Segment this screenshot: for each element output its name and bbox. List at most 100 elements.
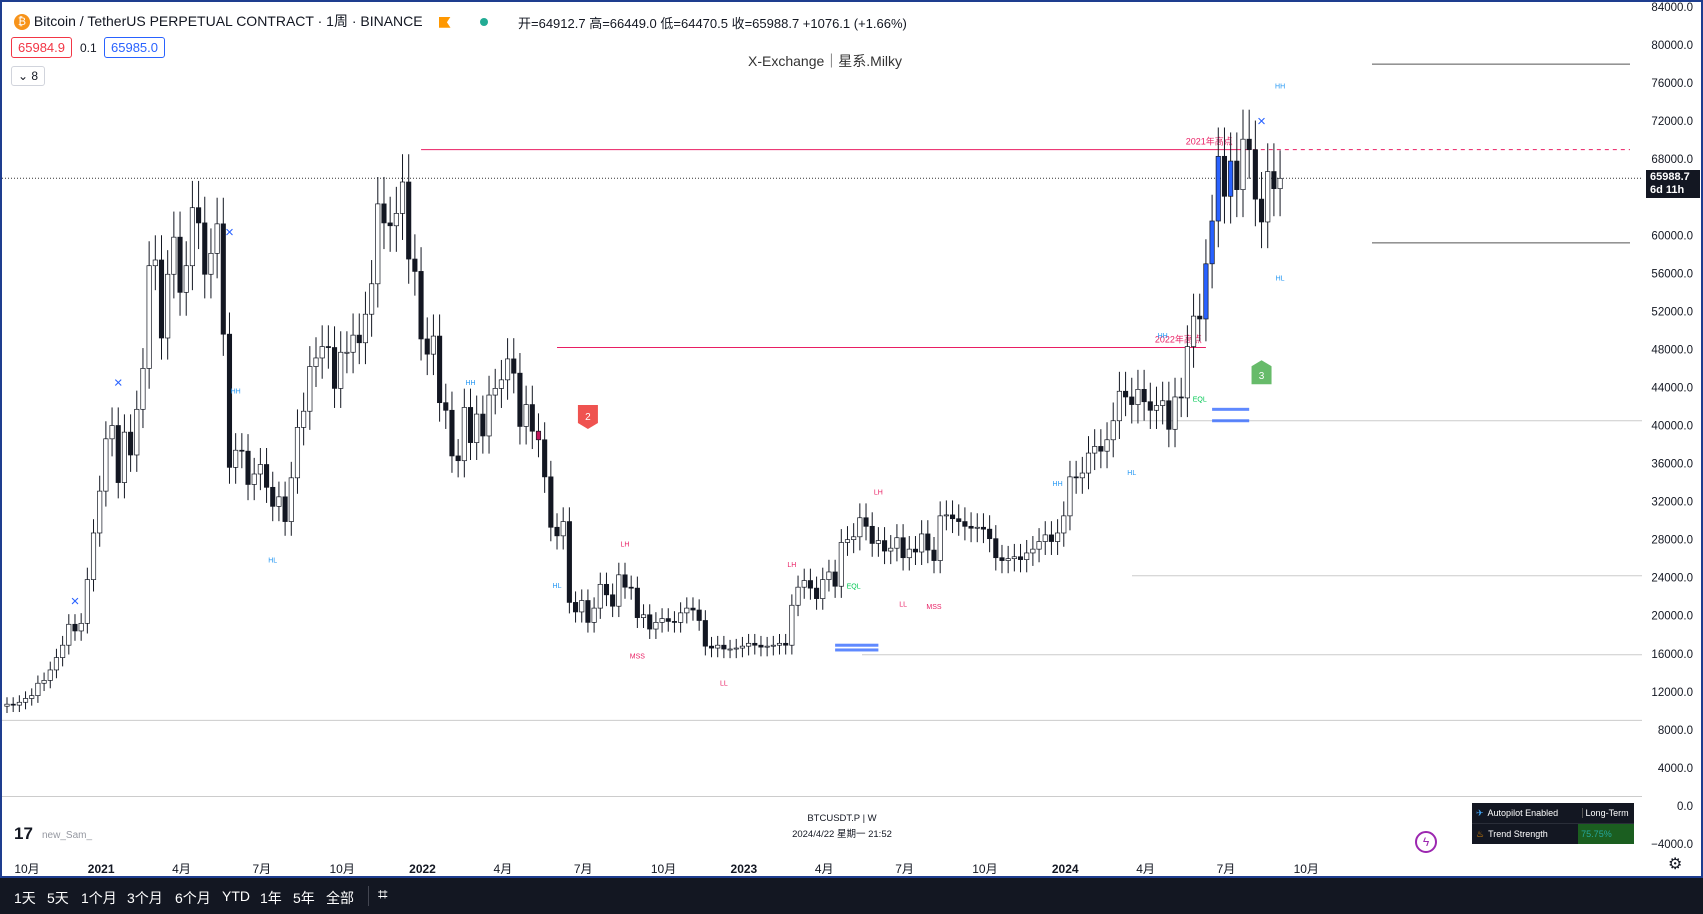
candle-body[interactable]: [838, 542, 844, 587]
candle-body[interactable]: [721, 644, 727, 650]
candle-body[interactable]: [16, 701, 22, 706]
candle-body[interactable]: [1123, 390, 1129, 398]
candle-body[interactable]: [1048, 534, 1054, 542]
candle-body[interactable]: [591, 607, 597, 623]
candle-body[interactable]: [579, 600, 585, 613]
candle-body[interactable]: [381, 203, 387, 224]
candle-body[interactable]: [331, 347, 338, 389]
candle-body[interactable]: [239, 449, 245, 452]
candle-body[interactable]: [66, 623, 72, 646]
candle-body[interactable]: [356, 334, 362, 344]
candle-body[interactable]: [523, 404, 529, 427]
candle-body[interactable]: [980, 526, 986, 530]
candle-body[interactable]: [597, 583, 603, 609]
indicator-toggle-button[interactable]: ⌄ 8: [11, 66, 46, 86]
candle-body[interactable]: [1240, 138, 1246, 190]
candle-body[interactable]: [1141, 389, 1147, 403]
candle-body[interactable]: [140, 368, 146, 410]
candle-body[interactable]: [220, 223, 226, 335]
candle-body[interactable]: [807, 580, 813, 589]
candle-body[interactable]: [715, 644, 721, 649]
candle-body[interactable]: [1277, 177, 1283, 190]
candle-body[interactable]: [511, 358, 517, 374]
candle-body[interactable]: [1135, 389, 1141, 405]
candle-body[interactable]: [505, 358, 511, 381]
candle-body[interactable]: [851, 536, 857, 540]
candle-body[interactable]: [177, 236, 183, 293]
candle-body[interactable]: [109, 425, 115, 440]
candle-body[interactable]: [202, 222, 208, 275]
candle-body[interactable]: [115, 425, 121, 483]
flag-icon[interactable]: [438, 16, 451, 28]
candle-body[interactable]: [974, 526, 980, 529]
candle-body[interactable]: [393, 213, 399, 227]
candle-body[interactable]: [1271, 171, 1277, 190]
candle-body[interactable]: [610, 594, 616, 607]
candle-body[interactable]: [1215, 155, 1221, 222]
candle-body[interactable]: [987, 528, 993, 540]
candle-body[interactable]: [752, 642, 758, 646]
candle-body[interactable]: [535, 430, 542, 441]
range-1d-button[interactable]: 1天: [14, 890, 36, 906]
candle-body[interactable]: [1067, 476, 1073, 517]
candle-body[interactable]: [467, 407, 474, 443]
candle-body[interactable]: [486, 394, 492, 437]
candle-body[interactable]: [90, 532, 97, 580]
tradingview-logo-icon[interactable]: 17: [14, 824, 33, 843]
candle-body[interactable]: [900, 537, 906, 559]
candle-body[interactable]: [912, 548, 919, 553]
candle-body[interactable]: [931, 549, 937, 561]
candle-body[interactable]: [684, 607, 690, 614]
candle-body[interactable]: [29, 695, 35, 699]
candle-body[interactable]: [1153, 405, 1160, 411]
candle-body[interactable]: [888, 547, 894, 552]
candle-body[interactable]: [78, 622, 84, 632]
candle-body[interactable]: [1147, 401, 1153, 411]
sell-signal-marker[interactable]: [577, 404, 598, 429]
candle-body[interactable]: [542, 439, 548, 478]
candle-body[interactable]: [622, 574, 628, 588]
candle-body[interactable]: [573, 602, 579, 613]
candle-body[interactable]: [628, 586, 634, 589]
candle-body[interactable]: [1073, 476, 1079, 479]
candle-body[interactable]: [294, 427, 301, 479]
candle-body[interactable]: [1252, 149, 1258, 200]
candle-body[interactable]: [529, 404, 535, 432]
candle-body[interactable]: [560, 521, 566, 537]
candle-body[interactable]: [1104, 439, 1110, 452]
range-5d-button[interactable]: 5天: [47, 890, 69, 906]
candle-body[interactable]: [776, 642, 783, 646]
candle-body[interactable]: [1098, 446, 1104, 452]
candle-body[interactable]: [233, 449, 239, 468]
candle-body[interactable]: [276, 496, 282, 507]
candle-body[interactable]: [647, 614, 653, 630]
candle-body[interactable]: [832, 571, 838, 587]
range-6m-button[interactable]: 6个月: [175, 890, 211, 906]
candle-body[interactable]: [492, 388, 498, 396]
candle-body[interactable]: [350, 334, 356, 353]
bid-price[interactable]: 65984.9: [11, 37, 72, 58]
candle-body[interactable]: [993, 538, 999, 559]
candle-body[interactable]: [1017, 556, 1024, 560]
candle-body[interactable]: [665, 618, 671, 622]
candle-body[interactable]: [362, 313, 368, 344]
candle-body[interactable]: [1042, 534, 1048, 542]
candle-body[interactable]: [1172, 396, 1178, 430]
candle-body[interactable]: [1209, 220, 1215, 265]
candle-body[interactable]: [214, 223, 220, 254]
candle-body[interactable]: [1166, 400, 1172, 430]
candle-body[interactable]: [449, 409, 455, 457]
candle-body[interactable]: [165, 273, 171, 339]
candle-body[interactable]: [869, 525, 875, 544]
candle-body[interactable]: [1079, 472, 1085, 479]
candle-body[interactable]: [313, 357, 319, 367]
candle-body[interactable]: [727, 648, 733, 651]
candle-body[interactable]: [1203, 263, 1209, 320]
candle-body[interactable]: [708, 645, 715, 649]
candle-body[interactable]: [369, 283, 375, 315]
calendar-range-icon[interactable]: ⌗: [378, 885, 388, 904]
candle-body[interactable]: [919, 533, 925, 553]
candle-body[interactable]: [882, 540, 888, 552]
candle-body[interactable]: [1024, 552, 1030, 560]
candle-body[interactable]: [387, 222, 393, 227]
